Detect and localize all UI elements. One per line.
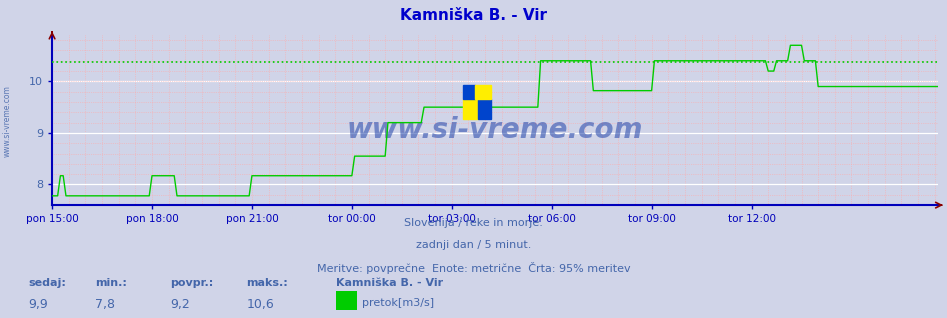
Text: www.si-vreme.com: www.si-vreme.com [347, 116, 643, 144]
Text: 7,8: 7,8 [95, 299, 115, 311]
Text: Kamniška B. - Vir: Kamniška B. - Vir [400, 8, 547, 23]
Text: maks.:: maks.: [246, 278, 288, 288]
Text: 9,9: 9,9 [28, 299, 48, 311]
Text: Kamniška B. - Vir: Kamniška B. - Vir [336, 278, 443, 288]
Text: Meritve: povprečne  Enote: metrične  Črta: 95% meritev: Meritve: povprečne Enote: metrične Črta:… [316, 262, 631, 274]
Polygon shape [475, 85, 491, 100]
Polygon shape [478, 100, 491, 119]
Text: pretok[m3/s]: pretok[m3/s] [362, 299, 434, 308]
Polygon shape [463, 85, 475, 100]
Text: povpr.:: povpr.: [170, 278, 214, 288]
Text: www.si-vreme.com: www.si-vreme.com [3, 85, 12, 157]
Text: sedaj:: sedaj: [28, 278, 66, 288]
Polygon shape [463, 100, 478, 119]
Text: zadnji dan / 5 minut.: zadnji dan / 5 minut. [416, 240, 531, 250]
Text: 9,2: 9,2 [170, 299, 190, 311]
Text: min.:: min.: [95, 278, 127, 288]
Text: 10,6: 10,6 [246, 299, 274, 311]
Text: Slovenija / reke in morje.: Slovenija / reke in morje. [404, 218, 543, 228]
